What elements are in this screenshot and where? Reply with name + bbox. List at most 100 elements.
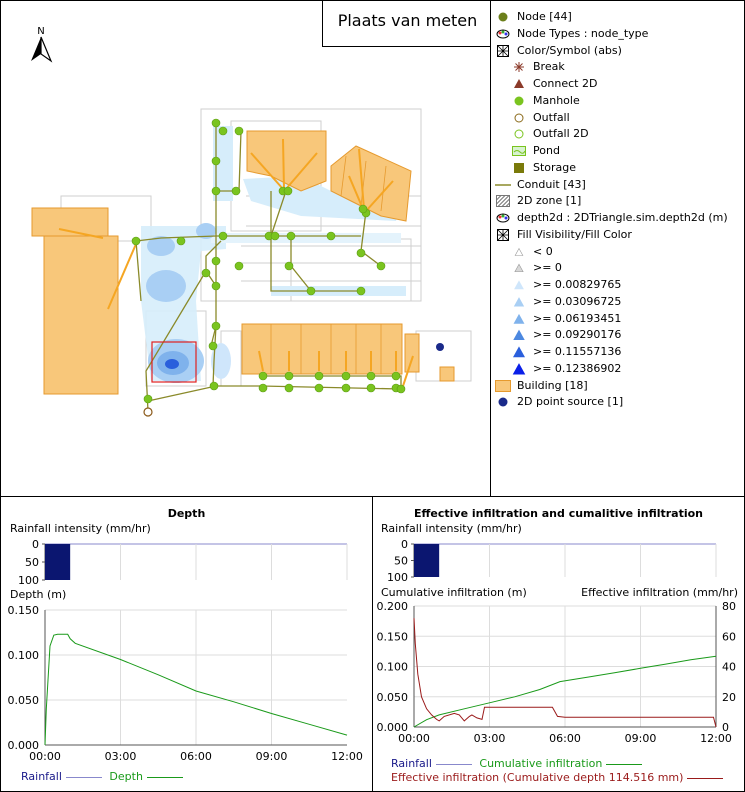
building-icon (495, 378, 511, 394)
chart-legend-row1: Rainfall Cumulative infiltration (391, 757, 646, 770)
map-title: Plaats van meten (322, 1, 490, 47)
legend-item-label: Color/Symbol (abs) (517, 43, 622, 57)
legend-item-label: Connect 2D (533, 77, 598, 90)
y-right-tick-label: 0 (722, 721, 729, 734)
x-tick-label: 12:00 (700, 732, 732, 745)
rain-tick-label: 100 (18, 574, 39, 587)
manhole-nodes[interactable] (131, 118, 406, 404)
series-line (413, 618, 717, 728)
buildings (31, 130, 455, 395)
building-dividers (270, 155, 387, 374)
svg-text:N: N (37, 26, 44, 37)
y-right-tick-label: 40 (722, 661, 736, 674)
y-right-tick-label: 80 (722, 600, 736, 613)
north-arrow-icon: N (31, 26, 53, 63)
rainfall-bar (45, 544, 71, 580)
manhole-icon (511, 93, 527, 109)
legend-item-label: >= 0.06193451 (533, 311, 622, 325)
chart-title: Depth (167, 507, 206, 520)
legend-item-label: >= 0.00829765 (533, 278, 622, 291)
depth-icon (511, 327, 527, 343)
depth-icon (511, 244, 527, 260)
legend-item-label: Building [18] (517, 378, 588, 392)
triangle-icon (511, 76, 527, 92)
runoff-arrows (58, 138, 414, 387)
y-axis-label-left: Cumulative infiltration (m) (381, 586, 527, 599)
point-source[interactable] (436, 343, 444, 351)
x-tick-label: 06:00 (180, 750, 212, 763)
x-tick-label: 06:00 (549, 732, 581, 745)
rainfall-bar (414, 544, 440, 577)
x-tick-label: 12:00 (331, 750, 363, 763)
legend-item-label: >= 0.11557136 (533, 345, 622, 358)
y-axis-label: Depth (m) (10, 588, 67, 601)
rain-tick-label: 50 (394, 555, 408, 568)
depth-icon (511, 277, 527, 293)
legend-item-label: Manhole (533, 93, 580, 107)
series-line (44, 633, 348, 746)
depth-icon (511, 294, 527, 310)
rain-tick-label: 100 (387, 571, 408, 584)
x-tick-label: 09:00 (256, 750, 288, 763)
legend-item-label: Node [44] (517, 10, 572, 23)
x-tick-label: 03:00 (105, 750, 137, 763)
infiltration-chart-panel[interactable]: Effective infiltration and cumalitive in… (372, 496, 745, 792)
y-right-tick-label: 60 (722, 630, 736, 643)
legend-item-label: Outfall (533, 110, 570, 124)
legend-rainfall-label: Rainfall (391, 757, 432, 770)
x-tick-label: 00:00 (398, 732, 430, 745)
y-tick-label: 0.100 (377, 661, 409, 674)
y-axis-label-right: Effective infiltration (mm/hr) (581, 586, 738, 599)
depth-icon (511, 361, 527, 377)
legend-item-label: >= 0 (533, 261, 562, 275)
map-view[interactable]: N (0, 0, 491, 497)
legend-item-label: Storage (533, 160, 577, 174)
legend-item-label: Node Types : node_type (517, 26, 649, 40)
legend-item-label: < 0 (533, 244, 553, 258)
grid-icon (495, 43, 511, 59)
legend-depth-label: Depth (109, 770, 143, 783)
theme-icon (495, 26, 511, 42)
legend-item-label: 2D zone [1] (517, 194, 582, 208)
legend-item-label: >= 0.12386902 (533, 361, 622, 375)
y-tick-label: 0.050 (8, 694, 40, 707)
depth-chart-panel[interactable]: Depth Rainfall intensity (mm/hr) Depth (… (0, 496, 373, 792)
pond-icon (511, 143, 527, 159)
map-canvas[interactable]: N (1, 1, 491, 497)
x-tick-label: 09:00 (625, 732, 657, 745)
x-tick-label: 03:00 (474, 732, 506, 745)
y-tick-label: 0.000 (377, 721, 409, 734)
outfall-node[interactable] (143, 407, 153, 417)
depth-icon (511, 260, 527, 276)
y-tick-label: 0.150 (8, 604, 40, 617)
rain-tick-label: 0 (401, 538, 408, 551)
legend-item-label: Outfall 2D (533, 127, 589, 141)
y-tick-label: 0.000 (8, 739, 40, 752)
legend-rainfall-label: Rainfall (21, 770, 62, 783)
infiltration-chart-svg[interactable]: 0 50 100 0.200 0.150 0.100 0.050 0.000 80 60 40 20 0… (373, 497, 745, 792)
legend-item-label: depth2d : 2DTriangle.sim.depth2d (m) (517, 211, 728, 224)
outfall-icon (511, 110, 527, 126)
y-tick-label: 0.200 (377, 600, 409, 613)
rain-axis-label: Rainfall intensity (mm/hr) (10, 522, 151, 535)
chart-legend: Rainfall Depth (21, 770, 187, 783)
y-tick-label: 0.100 (8, 649, 40, 662)
zone-icon (495, 193, 511, 209)
outfall2d-icon (511, 126, 527, 142)
theme-icon (495, 210, 511, 226)
legend-effective-label: Effective infiltration (Cumulative depth… (391, 771, 684, 784)
chart-title: Effective infiltration and cumalitive in… (413, 507, 704, 520)
rain-tick-label: 50 (25, 556, 39, 569)
selection-box (151, 341, 197, 383)
chart-legend-row2: Effective infiltration (Cumulative depth… (391, 771, 727, 784)
conduit-icon (495, 177, 511, 193)
storage-icon (511, 160, 527, 176)
legend-item-label: Break (533, 60, 565, 74)
break-icon (511, 59, 527, 75)
legend-item-label: Pond (533, 144, 560, 157)
legend-panel[interactable]: Node [44] Node Types : node_type Color/Sym… (490, 0, 745, 497)
y-right-tick-label: 20 (722, 691, 736, 704)
rain-axis-label: Rainfall intensity (mm/hr) (381, 522, 522, 535)
node-icon (495, 9, 511, 25)
